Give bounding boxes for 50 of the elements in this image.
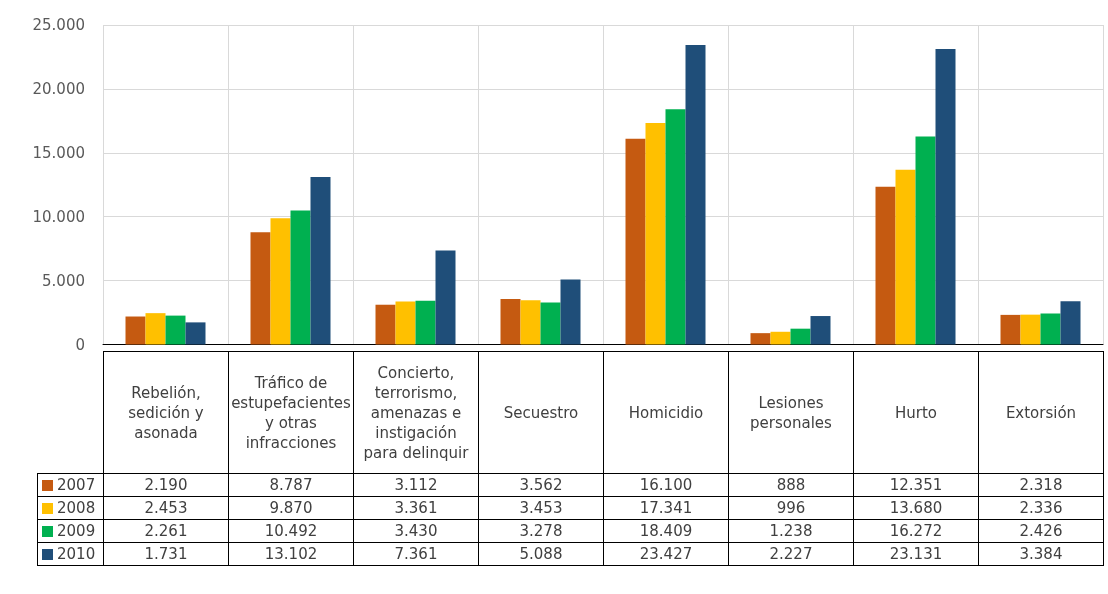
data-label: 2.227 bbox=[728, 542, 854, 566]
data-label: 13.102 bbox=[228, 542, 354, 566]
data-label: 996 bbox=[728, 496, 854, 520]
data-label: 2.190 bbox=[103, 473, 229, 497]
data-label: 3.453 bbox=[478, 496, 604, 520]
data-label: 13.680 bbox=[853, 496, 979, 520]
data-label: 17.341 bbox=[603, 496, 729, 520]
data-label: 23.131 bbox=[853, 542, 979, 566]
x-tick-label: Hurto bbox=[853, 351, 979, 474]
data-label: 9.870 bbox=[228, 496, 354, 520]
y-tick-label: 10.000 bbox=[32, 207, 85, 226]
data-label: 8.787 bbox=[228, 473, 354, 497]
y-tick-label: 20.000 bbox=[32, 79, 85, 98]
data-label: 5.088 bbox=[478, 542, 604, 566]
data-label: 1.731 bbox=[103, 542, 229, 566]
legend-label: 2010 bbox=[37, 542, 104, 566]
data-label: 1.238 bbox=[728, 519, 854, 543]
data-label: 2.318 bbox=[978, 473, 1104, 497]
data-label: 23.427 bbox=[603, 542, 729, 566]
y-tick-label: 25.000 bbox=[32, 16, 85, 34]
data-label: 16.100 bbox=[603, 473, 729, 497]
data-label: 2.426 bbox=[978, 519, 1104, 543]
data-label: 3.112 bbox=[353, 473, 479, 497]
y-tick-label: 0 bbox=[75, 335, 85, 354]
x-tick-label: Tráfico de estupefacientes y otras infracciones bbox=[228, 351, 354, 474]
data-label: 10.492 bbox=[228, 519, 354, 543]
data-label: 2.453 bbox=[103, 496, 229, 520]
x-tick-label: Extorsión bbox=[978, 351, 1104, 474]
data-label: 18.409 bbox=[603, 519, 729, 543]
data-label: 888 bbox=[728, 473, 854, 497]
x-tick-label: Lesiones personales bbox=[728, 351, 854, 474]
legend-label: 2008 bbox=[37, 496, 104, 520]
data-label: 12.351 bbox=[853, 473, 979, 497]
x-tick-label: Secuestro bbox=[478, 351, 604, 474]
data-label: 3.384 bbox=[978, 542, 1104, 566]
y-tick-label: 15.000 bbox=[32, 143, 85, 162]
data-label: 2.336 bbox=[978, 496, 1104, 520]
y-tick-label: 5.000 bbox=[42, 271, 85, 290]
data-label: 16.272 bbox=[853, 519, 979, 543]
legend-label: 2009 bbox=[37, 519, 104, 543]
data-label: 3.562 bbox=[478, 473, 604, 497]
data-label: 3.430 bbox=[353, 519, 479, 543]
x-tick-label: Concierto, terrorismo, amenazas e instigación para delinquir bbox=[353, 351, 479, 474]
data-label: 2.261 bbox=[103, 519, 229, 543]
x-tick-label: Homicidio bbox=[603, 351, 729, 474]
data-label: 3.278 bbox=[478, 519, 604, 543]
data-label: 7.361 bbox=[353, 542, 479, 566]
legend-label: 2007 bbox=[37, 473, 104, 497]
data-label: 3.361 bbox=[353, 496, 479, 520]
x-tick-label: Rebelión, sedición y asonada bbox=[103, 351, 229, 474]
